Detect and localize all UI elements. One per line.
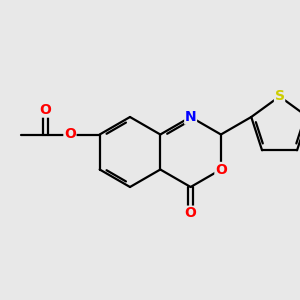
Text: N: N [185, 110, 197, 124]
Text: O: O [185, 206, 197, 220]
Text: O: O [64, 128, 76, 142]
Text: O: O [40, 103, 51, 117]
Text: O: O [215, 163, 227, 176]
Text: S: S [274, 89, 285, 103]
